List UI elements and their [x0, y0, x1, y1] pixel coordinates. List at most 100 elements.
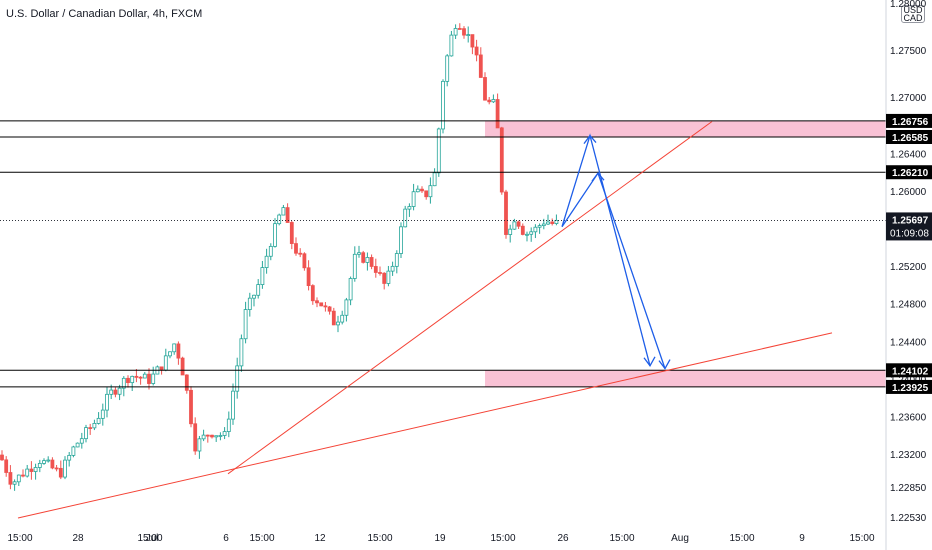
candle-up [71, 446, 76, 456]
candle-up [344, 299, 349, 316]
candle-up [117, 387, 122, 395]
candle-up [407, 206, 412, 210]
candle-up [142, 373, 147, 379]
candle-down [113, 389, 118, 395]
candle-up [252, 294, 256, 299]
arrow-head [583, 134, 597, 144]
candle-up [100, 409, 105, 419]
candle-up [340, 314, 345, 323]
candle-up [46, 459, 51, 462]
price-tag [886, 165, 932, 180]
countdown-label: 01:09:08 [890, 228, 929, 239]
candle-down [210, 434, 214, 438]
candle-up [537, 225, 542, 228]
candle-up [67, 454, 72, 461]
x-tick-label: Jul [146, 533, 159, 544]
candle-up [37, 463, 42, 468]
candle-up [554, 219, 559, 224]
candle-up [277, 214, 282, 225]
x-tick-label: 15:00 [490, 533, 515, 544]
candle-up [449, 34, 454, 57]
candle-down [193, 423, 198, 452]
candle-down [8, 472, 13, 485]
candle-down [0, 454, 4, 461]
candle-down [516, 221, 521, 227]
arrow-head [591, 172, 605, 182]
candle-up [163, 355, 168, 371]
candle-down [474, 46, 479, 56]
candle-down [176, 343, 181, 359]
candle-up [525, 233, 529, 236]
x-tick-label: 9 [799, 533, 805, 544]
candle-up [273, 223, 277, 247]
candle-down [58, 467, 63, 478]
y-tick-label: 1.28000 [890, 0, 927, 10]
candle-up [92, 423, 97, 429]
y-tick-label: 1.27500 [890, 46, 927, 57]
candle-up [336, 321, 340, 326]
candle-up [168, 351, 172, 357]
candle-up [231, 390, 235, 420]
candle-up [79, 438, 84, 444]
arrow-head [643, 356, 656, 367]
candle-up [491, 99, 496, 103]
x-tick-label: 19 [434, 533, 446, 544]
candle-down [306, 267, 311, 287]
x-tick-label: 15:00 [249, 533, 274, 544]
candle-up [239, 338, 244, 367]
x-tick-label: 6 [223, 533, 229, 544]
candle-down [478, 54, 483, 78]
candle-down [420, 188, 424, 192]
y-tick-label: 1.26400 [890, 149, 927, 160]
candle-down [550, 221, 555, 224]
candle-down [382, 272, 387, 284]
candle-down [327, 306, 332, 312]
price-tag-label: 1.26756 [892, 117, 929, 128]
candle-up [546, 221, 550, 225]
candle-down [159, 366, 164, 371]
y-tick-label: 1.26000 [890, 187, 927, 198]
candle-up [432, 172, 437, 187]
y-tick-label: 1.24800 [890, 300, 927, 311]
candle-down [302, 253, 307, 269]
candle-up [96, 417, 101, 424]
candle-up [541, 223, 546, 227]
candle-up [512, 221, 517, 230]
candle-up [415, 188, 420, 193]
y-tick-label: 1.25200 [890, 262, 927, 273]
candle-down [4, 459, 9, 473]
candle-down [289, 222, 294, 244]
candle-up [357, 252, 361, 255]
candle-up [172, 343, 177, 353]
candle-up [218, 435, 223, 437]
x-tick-label: Aug [671, 533, 689, 544]
candle-down [424, 190, 429, 198]
candle-down [126, 377, 130, 384]
candle-up [214, 435, 219, 438]
candle-down [499, 127, 504, 193]
x-tick-label: 28 [72, 533, 84, 544]
candle-up [256, 284, 261, 296]
candle-down [457, 28, 462, 30]
currency-badge[interactable]: USD CAD [901, 5, 925, 23]
currency-text: USD CAD [903, 5, 923, 23]
y-tick-label: 1.23200 [890, 450, 927, 461]
candle-down [470, 34, 475, 48]
candle-up [281, 207, 286, 216]
x-tick-label: 12 [314, 533, 326, 544]
price-tag-label: 1.23925 [892, 383, 929, 394]
supply-demand-zone [485, 120, 886, 137]
candle-up [348, 278, 353, 301]
candle-down [134, 375, 139, 378]
price-tag-label: 1.26585 [892, 133, 929, 144]
candle-down [285, 207, 290, 223]
candle-up [390, 265, 395, 272]
candle-down [180, 357, 185, 376]
price-tag [886, 113, 932, 128]
current-price-label: 1.25697 [892, 215, 929, 226]
candle-down [495, 99, 500, 129]
trend-line [227, 121, 713, 475]
x-tick-label: 15:00 [609, 533, 634, 544]
candle-down [29, 468, 34, 472]
